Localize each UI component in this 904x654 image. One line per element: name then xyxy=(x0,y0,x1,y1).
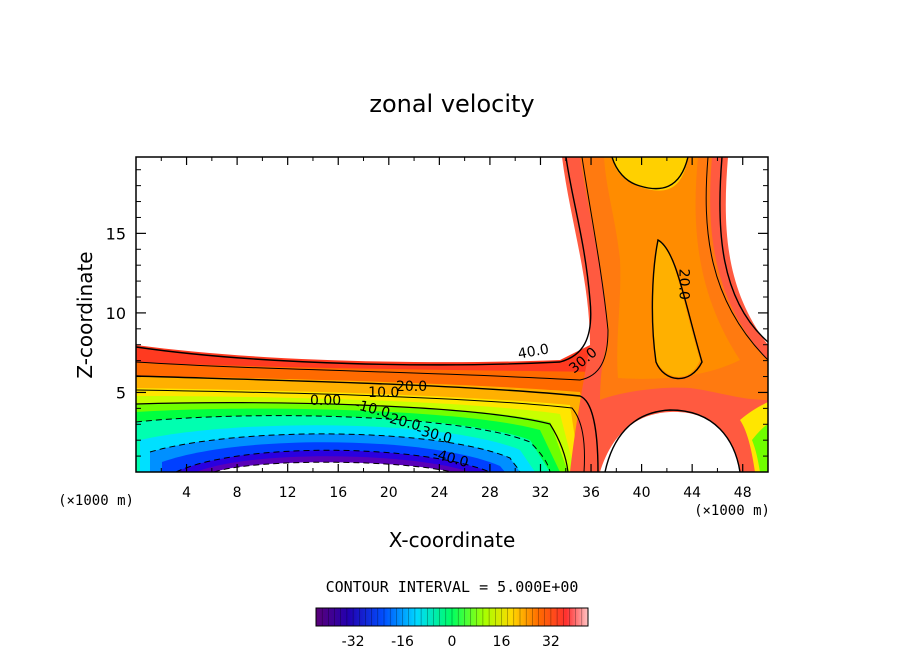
contour-label: 20.0 xyxy=(396,379,427,395)
contour-line-30 xyxy=(136,157,609,381)
x-tick-label: 40 xyxy=(633,485,651,501)
fill-band-m40 xyxy=(214,462,452,472)
x-tick-label: 12 xyxy=(279,485,297,501)
colorbar-ticks: -32 -16 0 16 32 xyxy=(342,634,560,650)
y-tick-label: 10 xyxy=(106,304,126,323)
contour-line-30b xyxy=(705,157,768,361)
colorbar-tick-label: -16 xyxy=(391,634,414,650)
x-tick-label: 24 xyxy=(430,485,448,501)
contour-labels: 40.0 30.020.020.010.00.00 -10.0-20.0-30.0-… xyxy=(310,269,692,471)
y-tick-label: 5 xyxy=(116,383,126,402)
contour-line-20b xyxy=(651,238,703,380)
x-tick-label: 48 xyxy=(734,485,752,501)
colorbar-tick-label: 32 xyxy=(542,634,560,650)
x-axis: 4 8 12 16 20 24 28 32 36 40 44 48 xyxy=(160,157,752,501)
y-tick-label: 15 xyxy=(106,224,126,243)
x-axis-label: X-coordinate xyxy=(389,528,516,552)
x-tick-label: 32 xyxy=(532,485,550,501)
contour-lines xyxy=(136,157,768,472)
colorbar-tick-label: -32 xyxy=(342,634,365,650)
contour-label: 20.0 xyxy=(676,269,692,300)
y-axis-label: Z-coordinate xyxy=(73,251,97,378)
contour-line-40 xyxy=(136,157,592,366)
contour-line-m10 xyxy=(136,415,551,472)
x-tick-label: 28 xyxy=(481,485,499,501)
contour-label: 10.0 xyxy=(368,385,399,401)
contour-line-10 xyxy=(136,389,585,472)
x-tick-label: 8 xyxy=(233,485,242,501)
fill-pocket-edge2 xyxy=(752,424,768,472)
contour-line-20c xyxy=(611,157,689,190)
contour-line-40b xyxy=(719,157,768,343)
contour-line-0 xyxy=(136,402,569,472)
x-tick-label: 36 xyxy=(582,485,600,501)
x-unit-label-right: (×1000 m) xyxy=(694,503,770,519)
chart-title: zonal velocity xyxy=(369,90,534,118)
x-tick-label: 20 xyxy=(380,485,398,501)
contour-line-20 xyxy=(136,375,599,472)
x-tick-label: 16 xyxy=(329,485,347,501)
colorbar-stripes xyxy=(321,608,583,626)
y-axis: 5 10 15 xyxy=(106,169,768,457)
colorbar-tick-label: 16 xyxy=(493,634,511,650)
contour-fill xyxy=(136,157,768,472)
contour-label: 0.00 xyxy=(310,393,341,409)
fill-vjet-core2 xyxy=(652,240,700,377)
x-unit-label-left: (×1000 m) xyxy=(58,493,134,509)
contour-line-20d xyxy=(604,409,741,472)
colorbar-tick-label: 0 xyxy=(448,634,457,650)
fill-pocket-right xyxy=(622,428,720,472)
x-tick-label: 4 xyxy=(182,485,191,501)
x-tick-label: 44 xyxy=(683,485,701,501)
contour-interval-text: CONTOUR INTERVAL = 5.000E+00 xyxy=(326,578,579,596)
contour-line-m20 xyxy=(149,433,521,472)
contour-line-m30 xyxy=(175,449,491,472)
plot-frame xyxy=(135,156,769,473)
contour-label: 40.0 xyxy=(517,341,550,362)
contour-line-m40 xyxy=(213,461,453,472)
